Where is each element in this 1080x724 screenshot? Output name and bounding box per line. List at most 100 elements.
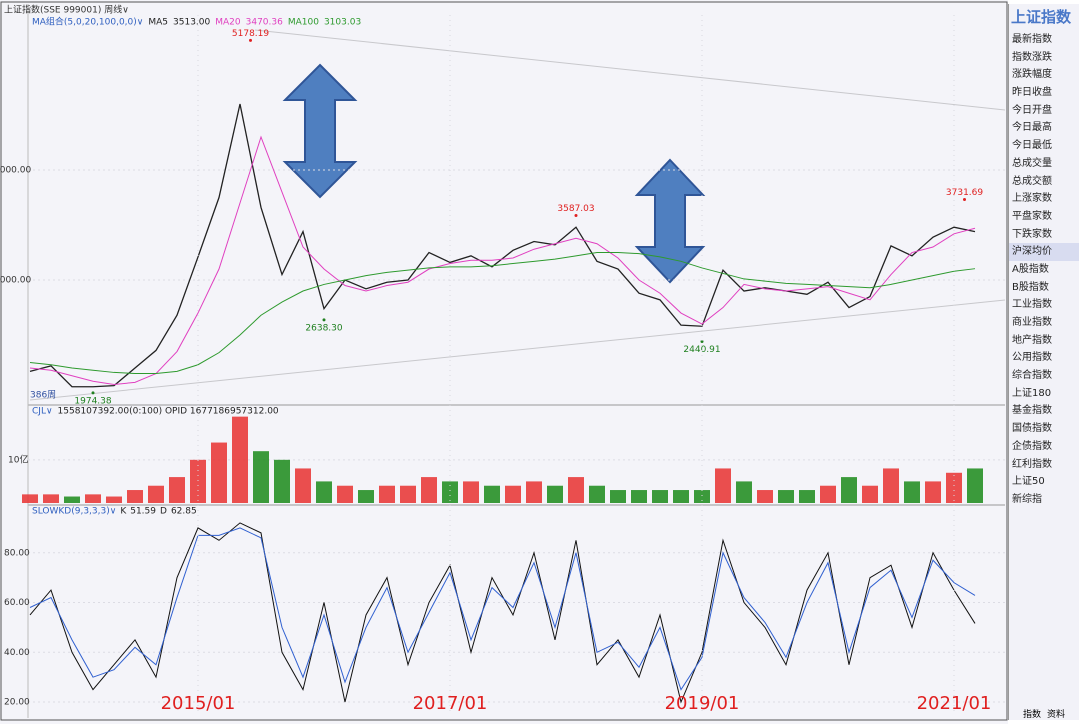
ma-line	[29, 135, 976, 386]
sidebar-item[interactable]: 下跌家数	[1012, 228, 1052, 240]
sidebar-item[interactable]: 综合指数	[1012, 370, 1052, 382]
x-tick-label: 2021/01	[917, 693, 992, 714]
sidebar-item[interactable]: 红利指数	[1012, 458, 1052, 470]
sidebar-item[interactable]: 工业指数	[1012, 299, 1052, 311]
volume-bar	[358, 490, 374, 503]
sidebar-item[interactable]: 上证180	[1012, 387, 1052, 399]
sidebar-item[interactable]: 上涨家数	[1012, 193, 1052, 205]
volume-bar	[610, 490, 626, 503]
volume-bar	[211, 442, 227, 503]
volume-bar	[484, 485, 500, 503]
volume-bar	[274, 459, 290, 503]
trend-line	[29, 299, 1006, 401]
sidebar-item[interactable]: 指数涨跌	[1012, 51, 1052, 63]
volume-bar	[442, 481, 458, 503]
ma-line	[29, 252, 976, 375]
volume-bar	[127, 490, 143, 503]
volume-bar	[337, 485, 353, 503]
tab[interactable]: 资料	[1047, 710, 1066, 720]
legend-value: 3103.03	[324, 18, 361, 28]
sidebar-item[interactable]: 总成交量	[1012, 157, 1052, 169]
volume-bar	[85, 494, 101, 503]
sidebar-item[interactable]: 今日最低	[1012, 140, 1052, 152]
volume-bar	[715, 468, 731, 503]
chart: 上证指数(SSE 999001) 周线∨ 386周 3000.00 4000.00…	[0, 0, 1008, 724]
period-label: 386周	[30, 390, 56, 401]
volume-bar	[295, 468, 311, 503]
volume-bar	[757, 490, 773, 503]
sidebar-item[interactable]: 国债指数	[1012, 423, 1052, 435]
y-tick-label: 3000.00	[0, 276, 31, 286]
annotation-label: 3731.69	[946, 188, 983, 198]
sidebar-item[interactable]: 昨日收盘	[1012, 87, 1052, 99]
volume-bar	[841, 477, 857, 503]
legend-name: MA5	[148, 18, 168, 28]
x-tick-label: 2017/01	[413, 693, 488, 714]
annotation-point	[322, 318, 326, 322]
legend-name: MA20	[215, 18, 241, 28]
annotation-point	[91, 391, 95, 395]
sidebar-item[interactable]: A股指数	[1012, 263, 1049, 275]
volume-bar	[946, 472, 962, 503]
indicator-label: CJL∨	[32, 407, 53, 417]
indicator-info: 1558107392.00(0:100) OPID 1677186957312.…	[58, 407, 279, 417]
x-tick-label: 2019/01	[665, 693, 740, 714]
legend-name: K	[120, 507, 127, 517]
volume-bar	[22, 494, 38, 503]
sidebar-item[interactable]: 地产指数	[1012, 334, 1052, 346]
sidebar-item[interactable]: 最新指数	[1012, 34, 1052, 45]
sidebar-item[interactable]: 今日开盘	[1012, 104, 1052, 116]
y-tick-label: 20.00	[4, 698, 30, 708]
annotation-point	[574, 213, 578, 217]
tab[interactable]: 指数	[1023, 710, 1042, 720]
legend-value: 51.59	[130, 507, 156, 517]
background	[0, 0, 1008, 724]
sidebar-item[interactable]: 总成交额	[1012, 175, 1052, 187]
legend-value: 3513.00	[173, 18, 210, 28]
sidebar-item[interactable]: 基金指数	[1012, 405, 1052, 417]
volume-bar	[190, 459, 206, 503]
volume-bar	[904, 481, 920, 503]
volume-bar	[547, 485, 563, 503]
volume-bar	[631, 490, 647, 503]
sidebar-item[interactable]: 沪深均价	[1009, 243, 1079, 261]
volume-bar	[463, 481, 479, 503]
sidebar-item[interactable]: 公用指数	[1012, 352, 1052, 364]
volume-bar	[799, 490, 815, 503]
volume-bar	[169, 477, 185, 503]
sidebar-item[interactable]: 商业指数	[1012, 317, 1052, 328]
sidebar-item[interactable]: 今日最高	[1012, 122, 1052, 134]
volume-bar	[526, 481, 542, 503]
window-title: 上证指数(SSE 999001) 周线∨	[4, 4, 129, 16]
sidebar-item[interactable]: 平盘家数	[1012, 210, 1052, 222]
legend-name: D	[160, 507, 167, 517]
sidebar-item[interactable]: 新综指	[1012, 493, 1042, 505]
sidebar-item[interactable]: 涨跌幅度	[1012, 69, 1052, 81]
volume-bar	[694, 490, 710, 503]
sidebar-item[interactable]: B股指数	[1012, 281, 1049, 293]
volume-bar	[736, 481, 752, 503]
annotation-label: 1974.38	[74, 396, 111, 406]
volume-bar	[778, 490, 794, 503]
volume-bar	[232, 416, 248, 503]
y-tick-label: 40.00	[4, 648, 30, 658]
volume-bar	[148, 485, 164, 503]
close-line	[29, 103, 976, 388]
y-tick-label: 60.00	[4, 598, 30, 608]
volume-bar	[820, 485, 836, 503]
volume-bar	[106, 496, 122, 503]
sidebar-item[interactable]: 企债指数	[1012, 440, 1052, 452]
volume-bar	[883, 468, 899, 503]
annotation-label: 3587.03	[557, 204, 594, 214]
y-tick-label: 80.00	[4, 548, 30, 558]
volume-bar	[64, 496, 80, 503]
volume-bar	[316, 481, 332, 503]
volume-bar	[568, 477, 584, 503]
x-tick-label: 2015/01	[161, 693, 236, 714]
frame	[0, 1, 1008, 721]
sidebar-item[interactable]: 上证50	[1012, 476, 1045, 488]
volume-bar	[505, 485, 521, 503]
kd-line	[29, 522, 976, 704]
annotation-label: 5178.19	[232, 29, 269, 39]
